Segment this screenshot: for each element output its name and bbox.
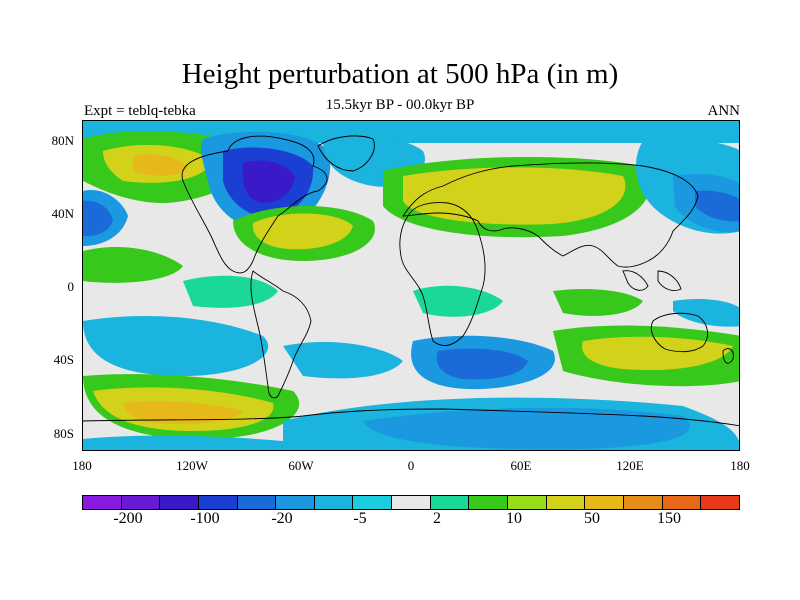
lat-tick-40s: 40S (53, 352, 74, 367)
eurasia-high-yellow (403, 167, 626, 225)
colorbar-swatch (121, 496, 161, 509)
sh-atl-blue-core (436, 348, 528, 380)
npac-east-core (695, 190, 739, 222)
colorbar-swatch (276, 496, 315, 509)
colorbar-swatch (701, 496, 739, 509)
colorbar-swatch (392, 496, 431, 509)
lat-tick-80s: 80S (53, 426, 74, 441)
sh-pac-cyan (83, 316, 269, 376)
npac-orange (133, 154, 188, 176)
antarctic-west-cyan (83, 435, 283, 450)
africa-coast (399, 202, 486, 347)
colorbar (82, 495, 740, 510)
sh-south-america-cyan (283, 341, 403, 379)
antarctica-coast (83, 408, 739, 427)
coastlines (83, 135, 739, 427)
lon-tick-60e: 60E (510, 458, 532, 473)
lat-tick-0: 0 (67, 279, 75, 294)
colorbar-swatch (83, 496, 122, 509)
trop-indian-green (553, 289, 643, 316)
lat-tick-40n: 40N (51, 206, 74, 221)
colorbar-label: -200 (113, 510, 143, 527)
antarctic-blue (363, 407, 690, 450)
height-anomaly-field (83, 121, 739, 450)
colorbar-label: 50 (584, 510, 600, 527)
maritime-continent-coast (622, 270, 682, 292)
colorbar-swatch (160, 496, 199, 509)
colorbar-swatch (546, 496, 586, 509)
australia-coast (650, 312, 709, 353)
lon-tick-180w: 180 (72, 458, 92, 473)
sh-indian-yellow (582, 336, 733, 371)
north-america-coast (181, 135, 328, 274)
colorbar-swatch (430, 496, 470, 509)
lon-tick-120w: 120W (176, 458, 208, 473)
trop-pac-teal (183, 275, 278, 308)
lat-tick-80n: 80N (51, 133, 74, 148)
colorbar-swatch (314, 496, 354, 509)
colorbar-swatch (198, 496, 238, 509)
laurentide-low-core (242, 160, 295, 203)
colorbar-swatch (508, 496, 547, 509)
eurasia-coast (402, 162, 699, 268)
npac-west-core (83, 200, 113, 237)
colorbar-swatch (585, 496, 624, 509)
map-plot-area (82, 120, 740, 451)
greenland-coast (317, 135, 375, 172)
colorbar-label: -5 (353, 510, 367, 527)
colorbar-swatch (237, 496, 277, 509)
colorbar-label: 10 (506, 510, 522, 527)
colorbar-swatch (662, 496, 702, 509)
lon-tick-0: 0 (407, 458, 415, 473)
trop-west-green (83, 246, 183, 283)
colorbar-swatch (623, 496, 663, 509)
lon-tick-60w: 60W (288, 458, 314, 473)
colorbar-swatch (469, 496, 509, 509)
south-america-coast (250, 270, 312, 399)
new-zealand-coast (722, 348, 734, 364)
colorbar-label: -100 (190, 510, 220, 527)
colorbar-swatch (353, 496, 393, 509)
map-subtitle: 15.5kyr BP - 00.0kyr BP (325, 97, 475, 113)
lon-tick-120e: 120E (616, 458, 644, 473)
colorbar-label: 150 (657, 510, 681, 527)
experiment-label: Expt = teblq-tebka (84, 103, 196, 119)
colorbar-label: -20 (271, 510, 293, 527)
map-title: Height perturbation at 500 hPa (in m) (181, 58, 619, 90)
season-label: ANN (707, 103, 741, 119)
colorbar-label: 2 (433, 510, 441, 527)
anomaly-contours (83, 121, 739, 450)
so-pac-orange (123, 401, 243, 425)
atl-high-yellow (252, 213, 353, 250)
sh-aus-cyan (673, 299, 739, 327)
lon-tick-180e: 180 (730, 458, 750, 473)
